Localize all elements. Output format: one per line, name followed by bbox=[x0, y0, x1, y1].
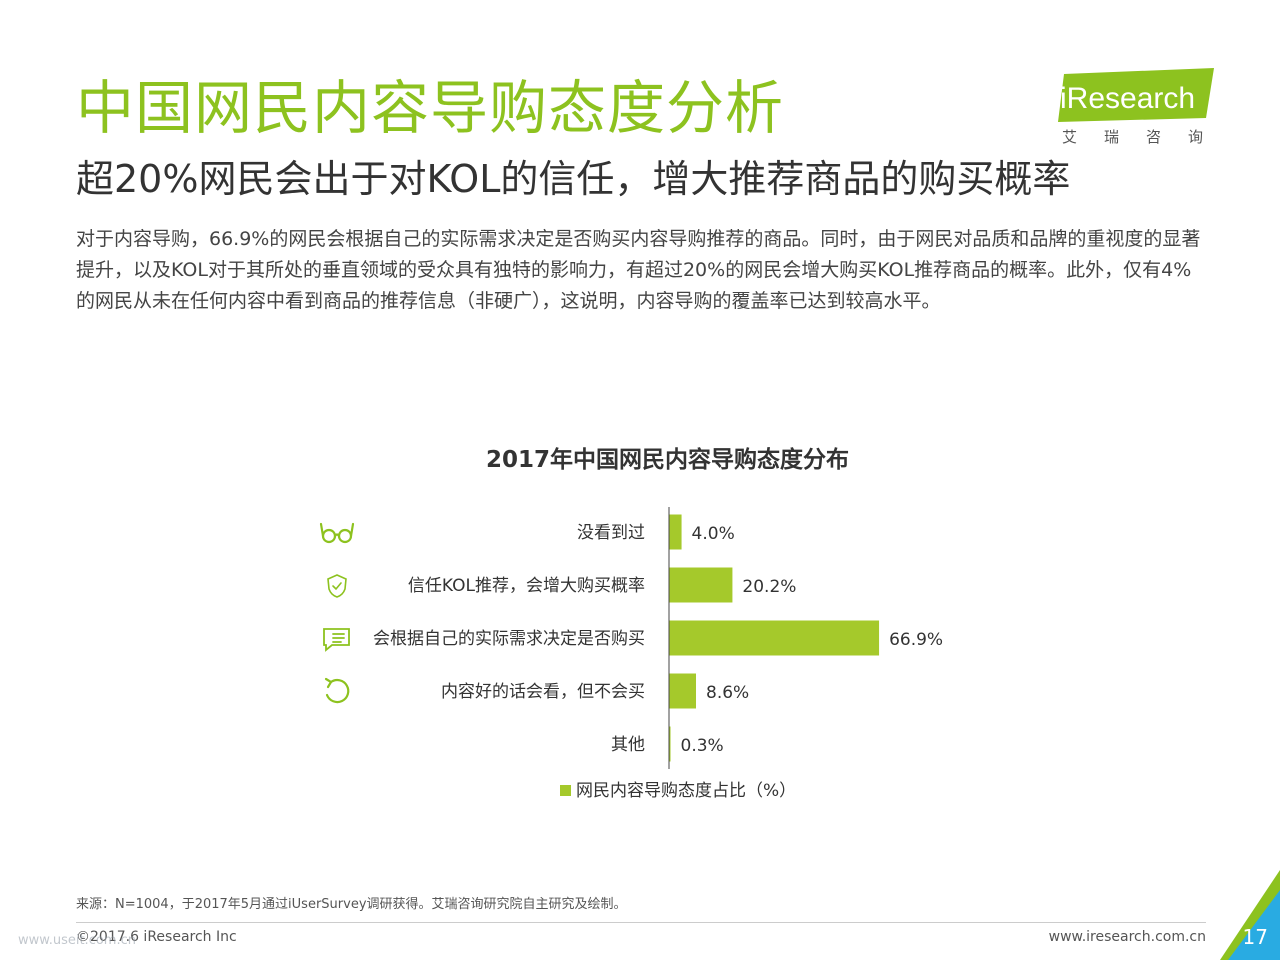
category-label-0: 没看到过 bbox=[577, 523, 645, 543]
shield-check-icon bbox=[327, 574, 347, 598]
value-label-1: 20.2% bbox=[742, 577, 796, 597]
source-note: 来源：N=1004，于2017年5月通过iUserSurvey调研获得。艾瑞咨询… bbox=[76, 897, 627, 912]
footer-divider bbox=[76, 922, 1206, 923]
bar-3 bbox=[669, 673, 697, 709]
value-label-0: 4.0% bbox=[692, 524, 735, 544]
page-number: 17 bbox=[1242, 925, 1268, 949]
page-title: 中国网民内容导购态度分析 bbox=[76, 74, 785, 142]
page-subtitle: 超20%网民会出于对KOL的信任，增大推荐商品的购买概率 bbox=[76, 157, 1071, 201]
logo-brand: iResearch bbox=[1060, 82, 1195, 115]
copyright: ©2017.6 iResearch Inc bbox=[76, 929, 237, 945]
bar-2 bbox=[669, 620, 880, 656]
watermark: www.useit.com.cn bbox=[18, 933, 136, 948]
bar-4 bbox=[669, 726, 671, 762]
chart-title: 2017年中国网民内容导购态度分布 bbox=[486, 447, 850, 473]
iresearch-logo: iResearch bbox=[1058, 68, 1218, 148]
summary-paragraph: 对于内容导购，66.9%的网民会根据自己的实际需求决定是否购买内容导购推荐的商品… bbox=[76, 228, 1201, 312]
glasses-icon bbox=[319, 522, 355, 544]
chat-list-icon bbox=[323, 628, 350, 652]
legend-swatch bbox=[560, 785, 571, 796]
category-label-1: 信任KOL推荐，会增大购买概率 bbox=[408, 576, 645, 596]
bar-1 bbox=[669, 567, 733, 603]
category-label-2: 会根据自己的实际需求决定是否购买 bbox=[373, 629, 645, 649]
website-link[interactable]: www.iresearch.com.cn bbox=[1048, 929, 1206, 945]
bar-0 bbox=[669, 514, 682, 550]
legend-label: 网民内容导购态度占比（%） bbox=[576, 781, 796, 801]
category-label-3: 内容好的话会看，但不会买 bbox=[441, 682, 645, 702]
logo-chinese: 艾瑞咨询 bbox=[1062, 128, 1231, 146]
corner-decoration bbox=[1220, 870, 1280, 960]
category-label-4: 其他 bbox=[611, 735, 645, 755]
refresh-icon bbox=[324, 677, 350, 704]
value-label-4: 0.3% bbox=[681, 736, 724, 756]
value-label-2: 66.9% bbox=[889, 630, 943, 650]
value-label-3: 8.6% bbox=[706, 683, 749, 703]
